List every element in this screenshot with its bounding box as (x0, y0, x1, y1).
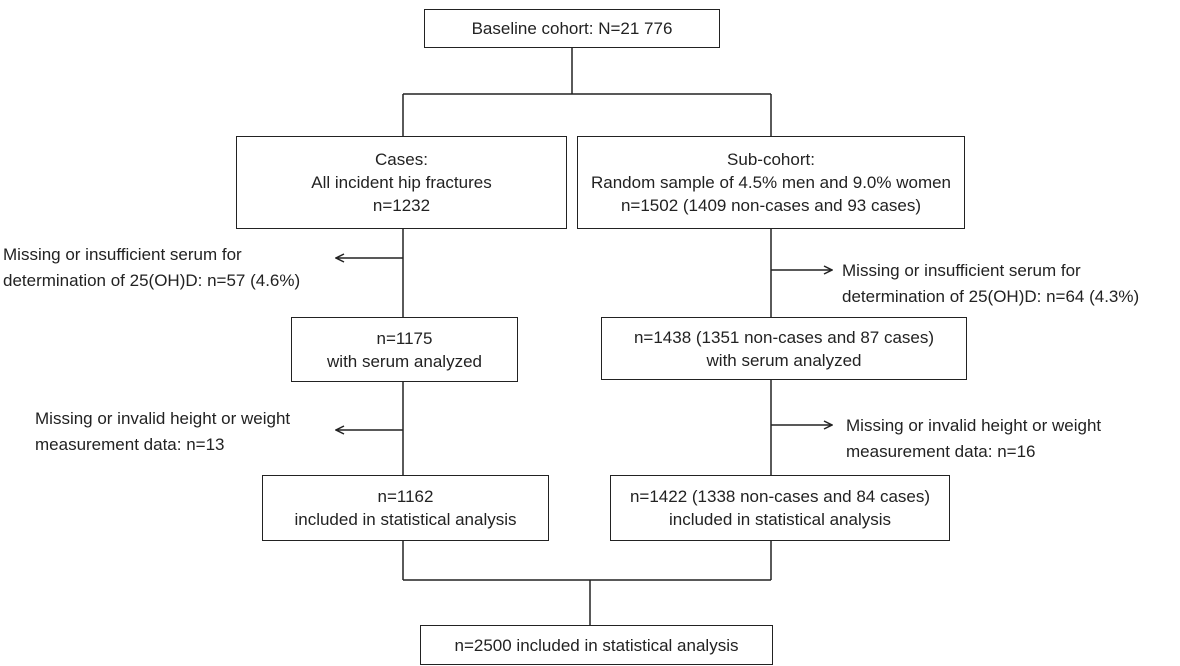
baseline-cohort-box: Baseline cohort: N=21 776 (424, 9, 720, 48)
sub-measure-exclusion-line2: measurement data: n=16 (846, 442, 1036, 461)
sub-measure-exclusion-line1: Missing or invalid height or weight (846, 416, 1102, 435)
baseline-cohort-text: Baseline cohort: N=21 776 (471, 19, 673, 38)
cases-title: Cases: (375, 150, 428, 169)
subcohort-final-label: included in statistical analysis (668, 510, 892, 529)
subcohort-final-box: n=1422 (1338 non-cases and 84 cases) inc… (610, 475, 950, 541)
cases-measure-exclusion-note: Missing or invalid height or weight meas… (35, 406, 290, 458)
cases-serum-exclusion-note: Missing or insufficient serum for determ… (3, 242, 300, 294)
cases-description: All incident hip fractures (311, 173, 492, 192)
subcohort-serum-label: with serum analyzed (706, 350, 862, 370)
subcohort-box: Sub-cohort: Random sample of 4.5% men an… (577, 136, 965, 229)
cases-measure-exclusion-line2: measurement data: n=13 (35, 435, 225, 454)
cases-final-label: included in statistical analysis (294, 510, 517, 529)
subcohort-serum-box: n=1438 (1351 non-cases and 87 cases) wit… (601, 317, 967, 380)
cases-serum-exclusion-line2: determination of 25(OH)D: n=57 (4.6%) (3, 271, 301, 290)
cases-box: Cases: All incident hip fractures n=1232 (236, 136, 567, 229)
cases-serum-label: with serum analyzed (327, 351, 482, 371)
cases-measure-exclusion-line1: Missing or invalid height or weight (35, 409, 291, 428)
sub-serum-exclusion-line2: determination of 25(OH)D: n=64 (4.3%) (842, 287, 1140, 306)
cases-count: n=1232 (372, 196, 431, 215)
sub-measure-exclusion-note: Missing or invalid height or weight meas… (846, 413, 1101, 465)
subcohort-serum-count: n=1438 (1351 non-cases and 87 cases) (633, 327, 935, 347)
sub-serum-exclusion-line1: Missing or insufficient serum for (842, 261, 1081, 280)
total-box: n=2500 included in statistical analysis (420, 625, 773, 665)
cases-final-box: n=1162 included in statistical analysis (262, 475, 549, 541)
subcohort-description: Random sample of 4.5% men and 9.0% women (590, 173, 952, 192)
subcohort-final-count: n=1422 (1338 non-cases and 84 cases) (629, 487, 931, 506)
subcohort-count: n=1502 (1409 non-cases and 93 cases) (620, 196, 922, 215)
total-text: n=2500 included in statistical analysis (454, 635, 739, 655)
cases-serum-count: n=1175 (376, 328, 433, 348)
cases-final-count: n=1162 (377, 487, 434, 506)
cases-serum-box: n=1175 with serum analyzed (291, 317, 518, 382)
subcohort-title: Sub-cohort: (727, 150, 815, 169)
sub-serum-exclusion-note: Missing or insufficient serum for determ… (842, 258, 1139, 310)
cases-serum-exclusion-line1: Missing or insufficient serum for (3, 245, 242, 264)
